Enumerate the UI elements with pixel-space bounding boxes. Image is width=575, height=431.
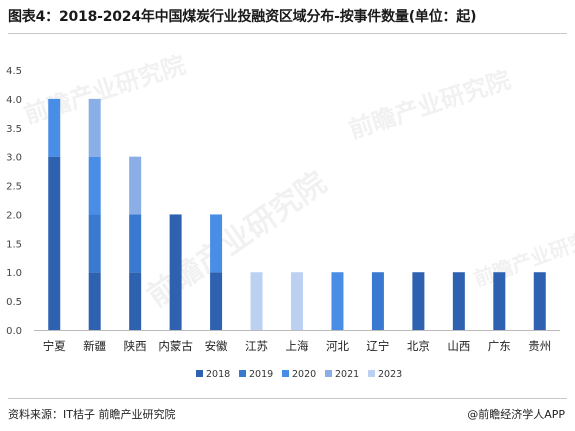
y-tick-label: 1.0 xyxy=(6,268,22,279)
legend-label: 2023 xyxy=(378,369,402,380)
y-tick-label: 3.0 xyxy=(6,153,22,164)
bar-segment-陕西-2018 xyxy=(129,272,142,330)
x-tick-label: 上海 xyxy=(286,339,309,353)
bar-segment-北京-2018 xyxy=(412,272,425,330)
x-tick-label: 内蒙古 xyxy=(158,339,193,353)
bar-segment-陕西-2019 xyxy=(129,214,142,273)
bar-segment-辽宁-2019 xyxy=(371,272,384,330)
x-tick-label: 新疆 xyxy=(83,339,106,353)
legend-label: 2021 xyxy=(335,369,359,380)
legend-swatch-2021 xyxy=(325,370,332,377)
bar-segment-贵州-2018 xyxy=(533,272,546,330)
legend-label: 2019 xyxy=(249,369,273,380)
bar-segment-陕西-2021 xyxy=(129,156,142,215)
x-tick-label: 山西 xyxy=(447,339,470,353)
y-tick-label: 3.5 xyxy=(6,124,22,135)
legend-swatch-2019 xyxy=(239,370,246,377)
brand-credit: @前瞻经济学人APP xyxy=(467,408,565,421)
legend-swatch-2018 xyxy=(196,370,203,377)
source-note: 资料来源：IT桔子 前瞻产业研究院 xyxy=(8,408,176,421)
bar-chart: 0.0 0.5 1.0 1.5 2.0 2.5 3.0 3.5 4.0 4.5 宁夏 新疆 陕西 内蒙古安… xyxy=(6,66,560,380)
legend-swatch-2023 xyxy=(368,370,375,377)
bar-segment-安徽-2020 xyxy=(210,214,223,273)
footer-divider xyxy=(8,398,567,399)
x-tick-label: 安徽 xyxy=(205,339,228,353)
y-tick-label: 4.0 xyxy=(6,95,22,106)
y-tick-label: 2.0 xyxy=(6,210,22,221)
x-tick-label: 河北 xyxy=(326,339,349,353)
bar-segment-宁夏-2018 xyxy=(48,156,61,330)
x-tick-label: 陕西 xyxy=(124,339,147,353)
bar-segment-新疆-2018 xyxy=(88,272,101,330)
bar-segment-新疆-2020 xyxy=(88,156,101,215)
y-tick-label: 0.5 xyxy=(6,297,22,308)
y-tick-label: 4.5 xyxy=(6,66,22,77)
x-tick-label: 辽宁 xyxy=(366,339,389,353)
bar-segment-新疆-2019 xyxy=(88,214,101,273)
bar-segment-内蒙古-2018 xyxy=(169,214,182,330)
bar-segment-上海-2023 xyxy=(291,272,303,330)
x-tick-label: 广东 xyxy=(488,339,511,353)
legend-label: 2020 xyxy=(292,369,316,380)
bar-segment-广东-2018 xyxy=(493,272,506,330)
bar-segment-安徽-2018 xyxy=(210,272,223,330)
x-tick-label: 贵州 xyxy=(528,339,551,353)
bar-segment-新疆-2021 xyxy=(88,98,101,157)
chart-title: 图表4：2018-2024年中国煤炭行业投融资区域分布-按事件数量(单位：起) xyxy=(8,9,477,25)
bar-segment-山西-2018 xyxy=(452,272,465,330)
title-divider xyxy=(8,33,567,34)
bar-segment-河北-2020 xyxy=(331,272,344,330)
bar-segment-宁夏-2020 xyxy=(48,98,61,157)
x-tick-label: 北京 xyxy=(407,339,430,353)
x-tick-label: 宁夏 xyxy=(43,339,66,353)
y-tick-label: 1.5 xyxy=(6,239,22,250)
legend-label: 2018 xyxy=(206,369,230,380)
y-tick-label: 2.5 xyxy=(6,182,22,193)
legend-swatch-2020 xyxy=(282,370,289,377)
bar-segment-江苏-2023 xyxy=(250,272,263,330)
y-tick-label: 0.0 xyxy=(6,326,22,337)
x-tick-label: 江苏 xyxy=(245,339,268,353)
